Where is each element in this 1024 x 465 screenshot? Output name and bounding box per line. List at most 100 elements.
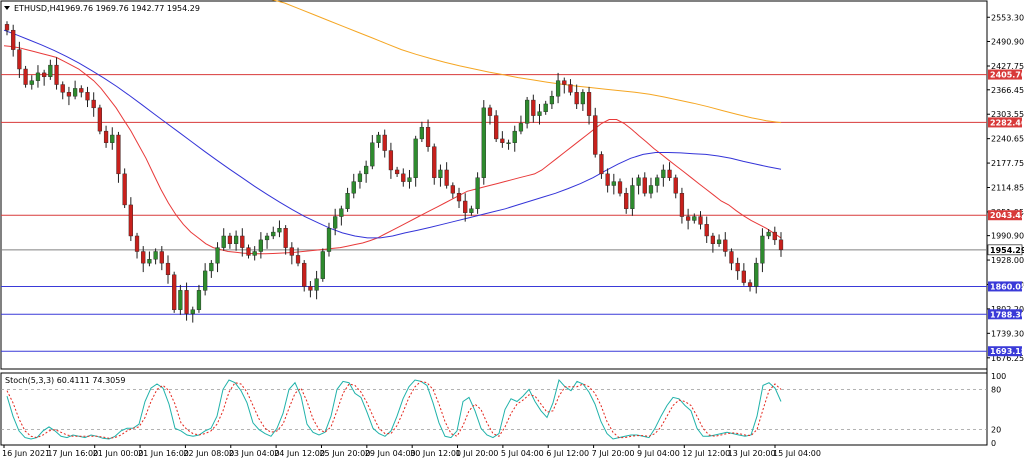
price-tick-label: 1676.25 — [991, 354, 1024, 363]
bear-candle-body — [673, 177, 678, 194]
candle — [388, 142, 394, 179]
bear-candle-body — [79, 88, 84, 93]
candle — [754, 257, 759, 294]
candle — [574, 84, 579, 110]
price-tick-label: 2114.85 — [991, 183, 1024, 192]
moving-averages — [3, 0, 782, 255]
candle — [283, 225, 288, 255]
candle — [413, 135, 418, 187]
bear-candle-body — [128, 204, 133, 237]
price-tag-box — [988, 69, 1022, 80]
bull-candle-body — [655, 177, 660, 186]
candle — [531, 94, 536, 123]
candle — [153, 248, 158, 265]
bull-candle-body — [35, 72, 41, 81]
bull-candle-body — [320, 251, 325, 279]
candle — [394, 166, 400, 177]
bear-candle-body — [562, 80, 567, 85]
bull-candle-body — [221, 235, 226, 248]
candle — [97, 104, 102, 135]
candle — [605, 168, 610, 193]
bull-candle-body — [506, 142, 511, 144]
bull-candle-body — [549, 95, 555, 105]
bull-candle-body — [661, 169, 666, 178]
stochastic-axis-label: 20 — [991, 426, 1001, 435]
stochastic-axis-label: 0 — [991, 439, 996, 448]
bull-candle-body — [252, 251, 257, 256]
candle — [314, 270, 319, 300]
bull-candle-body — [413, 138, 418, 178]
candle — [233, 230, 239, 251]
bull-candle-body — [333, 216, 338, 229]
candle — [549, 90, 555, 110]
candle — [716, 234, 722, 247]
price-tick-label: 2553.30 — [991, 13, 1024, 22]
time-tick-label: 25 Jun 20:00 — [319, 449, 370, 458]
bear-candle-body — [302, 262, 307, 287]
candle — [487, 104, 493, 125]
time-tick-label: 29 Jun 04:00 — [365, 449, 416, 458]
candle — [351, 173, 356, 199]
bull-candle-body — [178, 290, 183, 310]
candle — [159, 246, 164, 271]
ma-slow-line — [271, 0, 782, 124]
bear-candle-body — [388, 150, 394, 171]
bull-candle-body — [475, 177, 480, 209]
candle — [277, 220, 282, 238]
bull-candle-body — [351, 181, 356, 194]
bear-candle-body — [42, 72, 47, 77]
time-tick-label: 6 Jul 12:00 — [546, 449, 589, 458]
candle — [295, 247, 301, 267]
bull-candle-body — [716, 239, 722, 244]
price-tick-label: 2177.75 — [991, 159, 1024, 168]
bull-candle-body — [314, 278, 319, 291]
symbol-label: ETHUSD,H4 — [14, 4, 61, 13]
price-tick-label: 1739.30 — [991, 329, 1024, 338]
candle — [735, 257, 740, 280]
bear-candle-body — [642, 177, 647, 194]
candle — [741, 263, 746, 286]
candle — [568, 79, 573, 96]
candle — [264, 232, 270, 249]
bear-candle-body — [295, 255, 301, 264]
stochastic-axis-label: 80 — [991, 385, 1001, 394]
candle — [128, 197, 133, 242]
price-tick-label: 2427.75 — [991, 62, 1024, 71]
bull-candle-body — [537, 111, 542, 116]
candle — [227, 232, 233, 249]
bear-candle-body — [308, 286, 313, 291]
bear-candle-body — [382, 134, 387, 151]
stochastic-lines — [6, 378, 782, 440]
price-tick-label: 2490.90 — [991, 37, 1024, 46]
price-tag-box — [988, 117, 1022, 128]
price-tick-label: 2303.55 — [991, 110, 1024, 119]
resistance-price-tag: 2282.46 — [988, 117, 1024, 128]
price-tag-label: 1693.18 — [990, 347, 1024, 356]
bull-candle-body — [209, 262, 214, 272]
chart-header[interactable]: ETHUSD,H4 1969.76 1969.76 1942.77 1954.2… — [4, 4, 200, 13]
candle — [661, 164, 666, 187]
candle — [667, 162, 672, 181]
bear-candle-body — [23, 68, 28, 85]
ohlc-values: 1969.76 1969.76 1942.77 1954.29 — [60, 4, 200, 13]
bear-candle-body — [103, 130, 109, 143]
candle — [258, 232, 263, 259]
candlesticks — [4, 21, 784, 323]
support-price-tag: 1860.05 — [988, 281, 1024, 292]
bull-candle-body — [29, 80, 34, 85]
bear-candle-body — [97, 107, 102, 132]
bear-candle-body — [741, 270, 746, 283]
bear-candle-body — [122, 173, 127, 206]
price-tick-label: 1928.00 — [991, 256, 1024, 265]
bull-candle-body — [258, 239, 263, 252]
stochastic-signal-line — [6, 380, 782, 439]
stochastic-label: Stoch(5,3,3) 60.4111 74.3059 — [5, 376, 125, 385]
bear-candle-body — [704, 224, 709, 237]
bull-candle-body — [215, 247, 220, 264]
candle — [425, 119, 431, 152]
candle — [525, 96, 530, 129]
triangle-down-icon[interactable] — [4, 6, 10, 10]
bull-candle-body — [72, 88, 78, 97]
candle — [190, 306, 195, 323]
